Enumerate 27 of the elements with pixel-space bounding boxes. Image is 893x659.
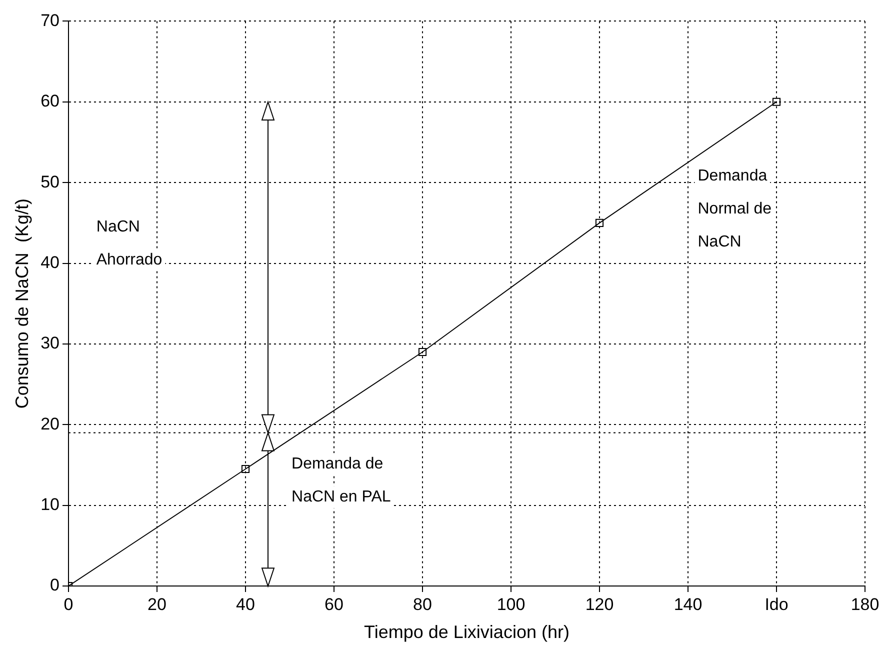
point xyxy=(772,98,781,106)
x-tick-label: 140 xyxy=(674,594,702,614)
y-tick-label: 30 xyxy=(40,334,60,353)
y-tick-label: 20 xyxy=(40,414,60,434)
x-axis-title: Tiempo de Lixiviacion (hr) xyxy=(364,622,570,642)
x-tick-label: 20 xyxy=(148,594,166,614)
annotation: NaCN Ahorrado xyxy=(96,218,162,268)
x-tick-label: 60 xyxy=(324,594,344,614)
annotation: Demanda de NaCN en PAL xyxy=(292,456,391,506)
point xyxy=(241,464,250,474)
x-tick-label: 0 xyxy=(64,594,74,614)
x-tick-label: Ido xyxy=(764,594,788,614)
y-tick-label: 0 xyxy=(50,576,60,595)
y-tick-label: 40 xyxy=(40,252,60,272)
y-tick-label: 10 xyxy=(40,495,60,514)
x-tick-label: 120 xyxy=(585,594,614,614)
x-tick-label: 40 xyxy=(236,594,255,614)
x-tick-label: 180 xyxy=(850,594,880,614)
x-tick-label: 80 xyxy=(413,594,432,614)
y-tick-label: 70 xyxy=(40,10,60,30)
annotation: Demanda Normal de NaCN xyxy=(698,167,772,250)
point xyxy=(595,218,604,227)
y-tick-label: 50 xyxy=(40,172,60,192)
point xyxy=(418,348,427,356)
y-axis-title: Consumo de NaCN (Kg/t) xyxy=(12,198,32,409)
x-tick-label: 100 xyxy=(496,594,526,614)
y-tick-label: 60 xyxy=(40,92,60,111)
